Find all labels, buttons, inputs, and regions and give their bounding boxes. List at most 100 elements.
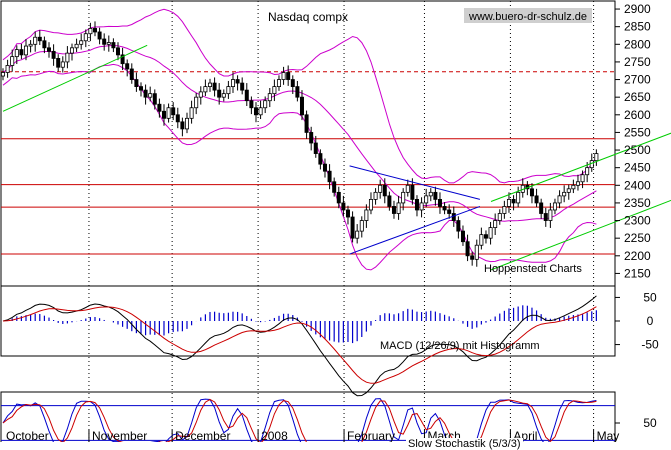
price-ytick-label: 2350 <box>624 196 651 210</box>
candle-body <box>69 47 74 54</box>
price-ytick-label: 2650 <box>624 90 651 104</box>
watermark-text: www.buero-dr-schulz.de <box>468 11 587 23</box>
candle-body <box>332 181 337 193</box>
candle-body <box>230 79 235 88</box>
macd-ytick-label: 0 <box>647 314 654 328</box>
candle-body <box>263 100 268 109</box>
candle-body <box>10 56 15 66</box>
trendline <box>490 132 671 202</box>
candle-body <box>194 96 199 109</box>
price-ytick-label: 2300 <box>624 214 651 228</box>
candle-body <box>212 82 217 91</box>
candle-body <box>221 93 226 98</box>
month-label: May <box>597 429 620 442</box>
candle-body <box>511 198 516 204</box>
candle-body <box>51 50 56 59</box>
candle-body <box>258 107 263 116</box>
candle-body <box>102 38 107 45</box>
candle-body <box>23 45 28 56</box>
candle-body <box>235 79 240 84</box>
price-ytick-label: 2500 <box>624 143 651 157</box>
candle-body <box>364 209 369 221</box>
candle-body <box>442 206 447 211</box>
candle-body <box>336 191 341 204</box>
candle-body <box>304 114 309 133</box>
candle-body <box>249 100 254 109</box>
candle-body <box>318 153 323 165</box>
price-annotation: Hoppenstedt Charts <box>484 263 582 275</box>
price-ytick-label: 2800 <box>624 37 651 51</box>
candle-body <box>345 209 350 218</box>
candle-body <box>497 213 502 221</box>
price-ytick-label: 2450 <box>624 161 651 175</box>
candle-body <box>414 198 419 211</box>
price-ytick-label: 2700 <box>624 73 651 87</box>
candle-body <box>428 191 433 197</box>
candle-body <box>203 86 208 93</box>
price-ytick-label: 2900 <box>624 2 651 16</box>
candle-body <box>562 191 567 197</box>
candle-body <box>396 202 401 214</box>
candle-body <box>405 184 410 193</box>
candle-body <box>313 142 318 154</box>
candle-body <box>424 195 429 204</box>
candle-body <box>368 198 373 211</box>
candle-body <box>143 89 148 98</box>
candle-body <box>483 234 488 239</box>
candle-body <box>180 121 185 130</box>
candle-body <box>447 209 452 214</box>
candle-body <box>198 91 203 98</box>
month-label: November <box>92 429 147 442</box>
candle-body <box>42 40 47 49</box>
trendline <box>349 165 481 200</box>
candle-body <box>115 47 120 56</box>
stoch-k-line <box>2 398 597 442</box>
candle-body <box>65 52 70 63</box>
macd-ytick-label: 50 <box>643 290 657 304</box>
macd-line <box>2 295 597 397</box>
chart-title: Nasdaq compx <box>268 10 348 24</box>
macd-ytick-label: -50 <box>641 338 659 352</box>
candle-body <box>391 206 396 214</box>
candle-body <box>97 31 102 40</box>
candle-body <box>295 86 300 98</box>
candle-body <box>166 107 171 119</box>
candle-body <box>5 65 10 73</box>
candle-body <box>171 107 176 116</box>
candle-body <box>456 220 461 232</box>
month-label: October <box>6 429 49 442</box>
candle-body <box>83 33 88 42</box>
candle-body <box>79 40 84 45</box>
candle-body <box>529 188 534 197</box>
candle-body <box>106 42 111 45</box>
candle-body <box>276 79 281 88</box>
candle-body <box>0 72 6 77</box>
month-label: December <box>175 429 230 442</box>
stoch-label-box: Slow Stochastik (5/3/3) <box>406 438 523 450</box>
candle-body <box>571 184 576 190</box>
candle-body <box>465 241 470 257</box>
candle-body <box>175 114 180 123</box>
candle-body <box>267 93 272 102</box>
candle-body <box>207 82 212 87</box>
candle-body <box>479 234 484 246</box>
month-label: February <box>347 429 395 442</box>
trendline <box>2 44 148 112</box>
candle-body <box>60 61 65 68</box>
month-label: 2008 <box>261 429 288 442</box>
candle-body <box>33 36 38 45</box>
candle-body <box>378 184 383 193</box>
price-ytick-label: 2250 <box>624 231 651 245</box>
candle-body <box>594 153 599 162</box>
candle-body <box>585 167 590 176</box>
watermark-bg <box>464 8 592 23</box>
candle-body <box>433 191 438 200</box>
candle-body <box>350 216 355 239</box>
candle-body <box>46 47 51 52</box>
candle-body <box>359 220 364 232</box>
candle-body <box>534 195 539 204</box>
candle-body <box>148 93 153 98</box>
candle-body <box>281 72 286 80</box>
